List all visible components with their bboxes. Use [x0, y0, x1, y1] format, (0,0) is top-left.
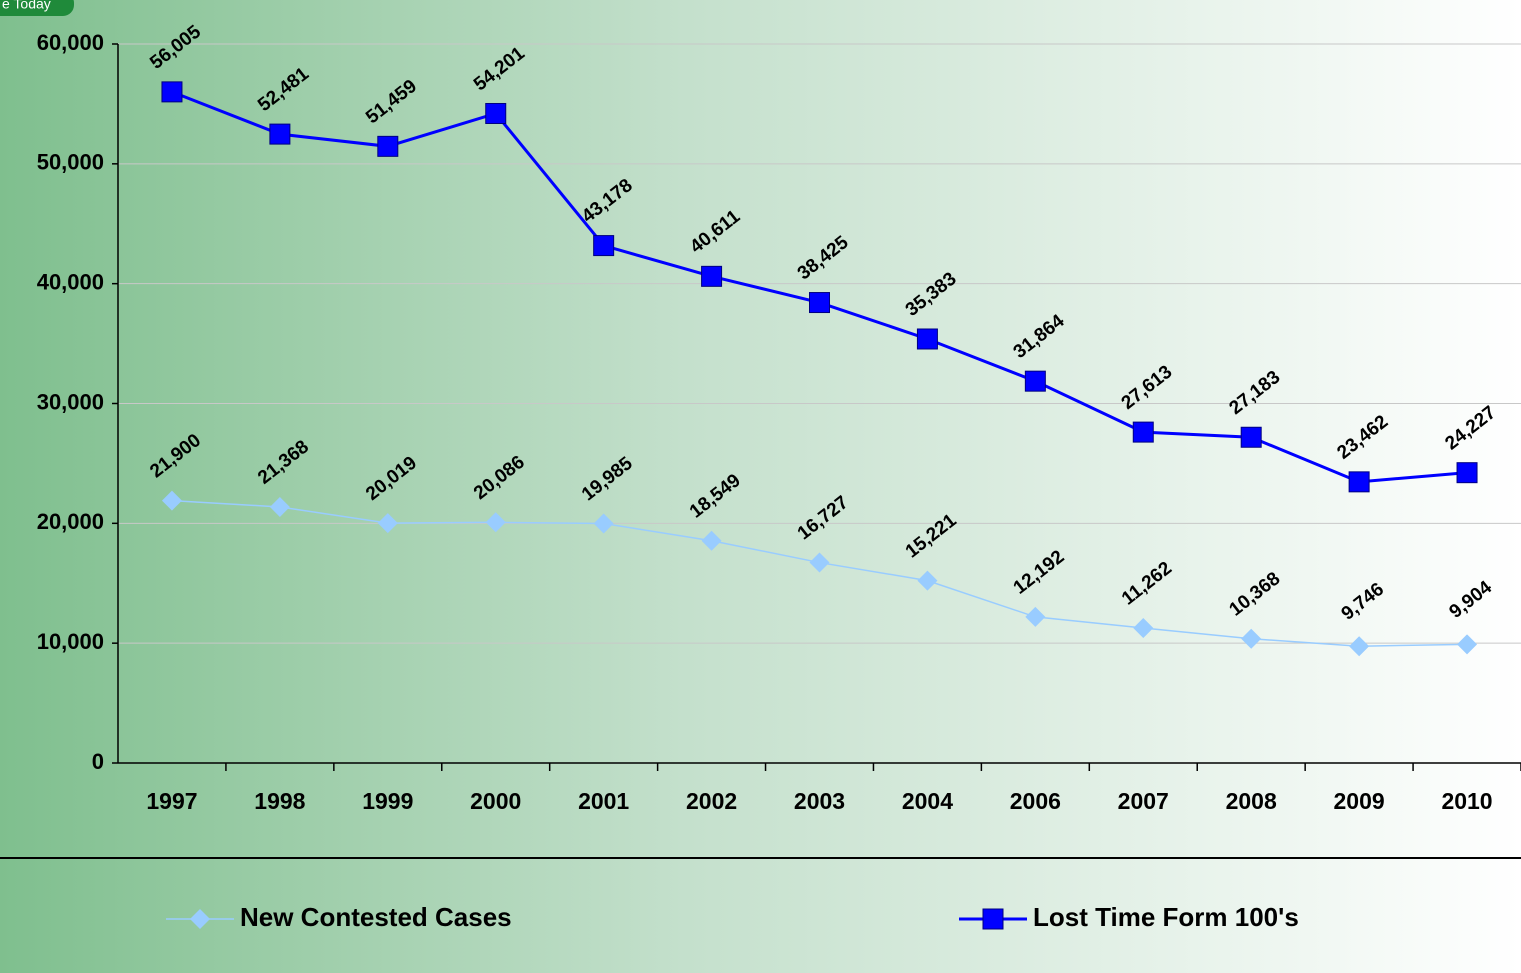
- x-tick-label: 1999: [362, 788, 413, 814]
- marker: [377, 513, 398, 534]
- marker: [1024, 370, 1046, 392]
- x-tick-label: 2004: [902, 788, 953, 814]
- marker: [485, 512, 506, 533]
- x-tick-label: 1997: [146, 788, 197, 814]
- legend-marker: [190, 909, 210, 929]
- y-tick-label: 0: [92, 749, 104, 774]
- marker: [1133, 618, 1154, 639]
- marker: [1240, 426, 1262, 448]
- x-tick-label: 2001: [578, 788, 629, 814]
- x-tick-label: 1998: [254, 788, 305, 814]
- x-tick-label: 2003: [794, 788, 845, 814]
- x-tick-label: 2006: [1010, 788, 1061, 814]
- badge-pill: [0, 0, 74, 16]
- marker: [1025, 606, 1046, 627]
- marker: [485, 102, 507, 124]
- y-tick-label: 40,000: [37, 269, 104, 294]
- marker: [1241, 628, 1262, 649]
- marker: [377, 135, 399, 157]
- x-tick-label: 2000: [470, 788, 521, 814]
- marker: [593, 513, 614, 534]
- marker: [161, 490, 182, 511]
- y-tick-label: 60,000: [37, 30, 104, 55]
- marker: [1456, 462, 1478, 484]
- legend-label: Lost Time Form 100's: [1033, 902, 1299, 932]
- x-tick-label: 2007: [1118, 788, 1169, 814]
- marker: [917, 570, 938, 591]
- x-tick-label: 2010: [1441, 788, 1492, 814]
- marker: [161, 81, 183, 103]
- marker: [269, 123, 291, 145]
- marker: [701, 530, 722, 551]
- marker: [1457, 634, 1478, 655]
- badge: e Today: [2, 0, 51, 12]
- marker: [809, 552, 830, 573]
- y-tick-label: 20,000: [37, 509, 104, 534]
- y-tick-label: 10,000: [37, 629, 104, 654]
- marker: [1132, 421, 1154, 443]
- x-tick-label: 2009: [1334, 788, 1385, 814]
- y-tick-label: 30,000: [37, 389, 104, 414]
- x-tick-label: 2002: [686, 788, 737, 814]
- marker: [593, 235, 615, 257]
- marker: [269, 496, 290, 517]
- y-tick-label: 50,000: [37, 150, 104, 175]
- marker: [809, 292, 830, 314]
- marker: [916, 328, 938, 350]
- marker: [701, 265, 723, 287]
- marker: [1349, 636, 1370, 657]
- marker: [1348, 471, 1370, 493]
- x-tick-label: 2008: [1226, 788, 1277, 814]
- legend-marker: [982, 908, 1004, 930]
- legend-label: New Contested Cases: [240, 902, 512, 932]
